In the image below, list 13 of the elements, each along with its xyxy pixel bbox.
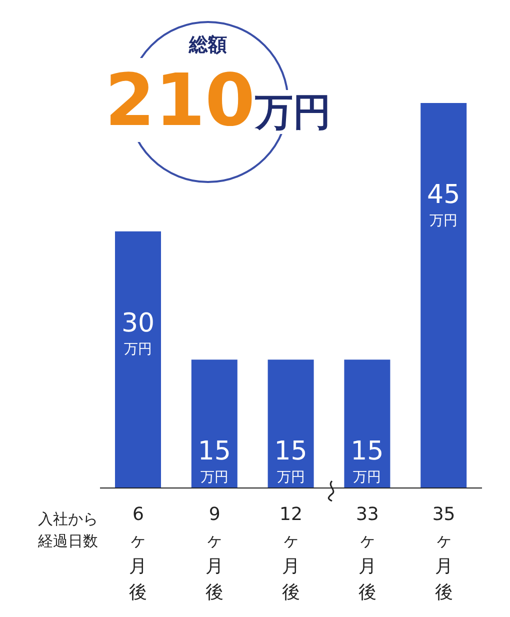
- data-label: 45万円: [427, 180, 460, 229]
- x-tick-label: 6ヶ月後: [129, 504, 148, 603]
- data-label: 15万円: [350, 436, 384, 486]
- data-label: 15万円: [198, 436, 231, 486]
- x-tick-label: 35ヶ月後: [432, 504, 456, 603]
- data-label: 15万円: [274, 436, 308, 486]
- x-axis-title: 入社から経過日数: [38, 509, 99, 552]
- x-tick-label: 9ヶ月後: [206, 504, 224, 603]
- text: 総額: [188, 33, 228, 58]
- x-tick-label: 12ヶ月後: [280, 504, 302, 603]
- annotation: 210万円: [104, 58, 332, 142]
- data-label: 30万円: [121, 308, 155, 358]
- x-tick-label: 33ヶ月後: [356, 504, 379, 603]
